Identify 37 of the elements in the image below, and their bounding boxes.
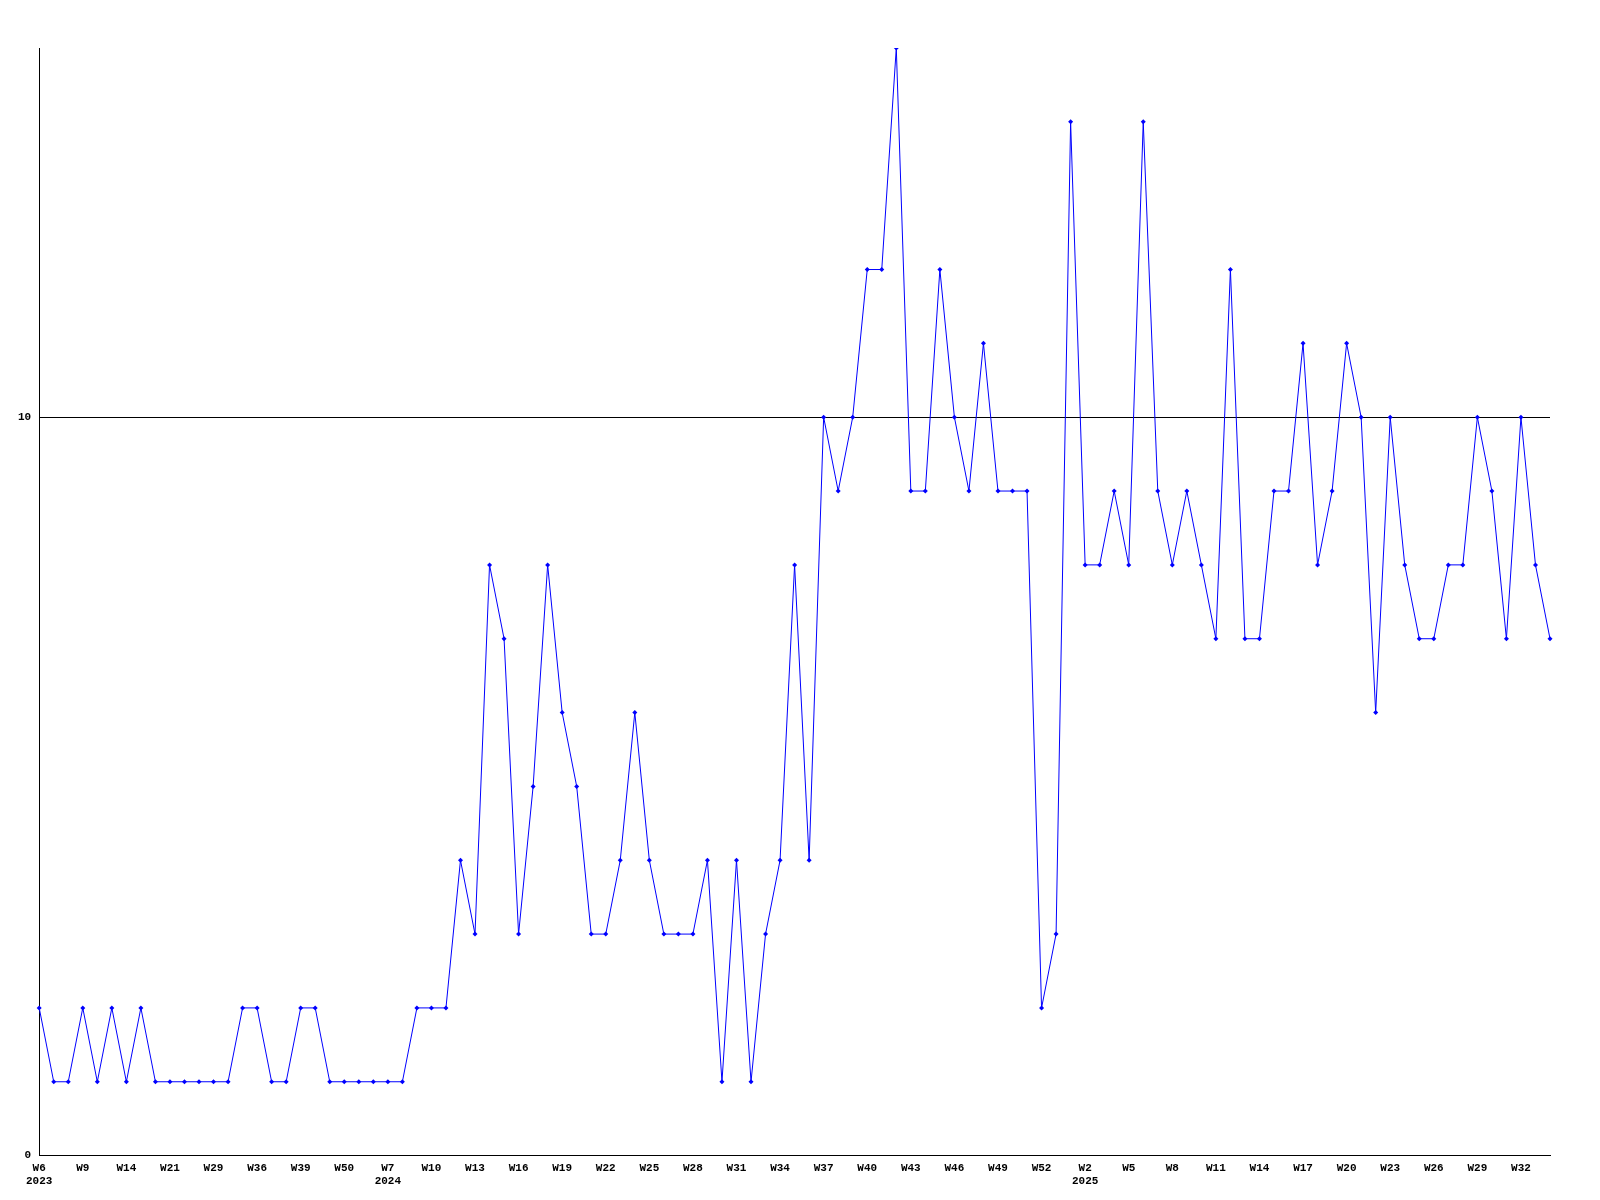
- x-tick-label: W22: [595, 1161, 616, 1174]
- x-tick-label: W29: [203, 1161, 224, 1174]
- x-tick-label: W26: [1423, 1161, 1444, 1174]
- x-tick-label: W9: [76, 1161, 90, 1174]
- x-tick-label: W28: [683, 1161, 704, 1174]
- x-tick-label: W17: [1293, 1161, 1313, 1174]
- x-tick-label: W37: [813, 1161, 834, 1174]
- x-tick-label: W32: [1511, 1161, 1531, 1174]
- x-tick-label: W40: [857, 1161, 878, 1174]
- x-tick-label: W7 2024: [374, 1161, 402, 1188]
- x-tick-label: W25: [639, 1161, 660, 1174]
- x-tick-label: W5: [1122, 1161, 1136, 1174]
- x-tick-label: W2 2025: [1071, 1161, 1099, 1188]
- x-tick-label: W50: [334, 1161, 355, 1174]
- x-tick-label: W23: [1380, 1161, 1401, 1174]
- x-tick-label: W8: [1165, 1161, 1180, 1174]
- y-tick-label: 10: [18, 410, 32, 423]
- y-tick-label: 0: [24, 1149, 32, 1162]
- x-tick-label: W34: [770, 1161, 791, 1174]
- x-tick-label: W10: [421, 1161, 442, 1174]
- x-tick-label: W14: [1249, 1161, 1270, 1174]
- x-tick-label: W6 2023: [26, 1161, 53, 1188]
- x-tick-label: W46: [944, 1161, 965, 1174]
- x-tick-label: W20: [1336, 1161, 1357, 1174]
- x-tick-label: W39: [290, 1161, 311, 1174]
- x-tick-label: W31: [726, 1161, 747, 1174]
- x-tick-label: W29: [1467, 1161, 1488, 1174]
- x-tick-label: W13: [465, 1161, 486, 1174]
- x-tick-label: W19: [552, 1161, 573, 1174]
- x-tick-label: W36: [247, 1161, 268, 1174]
- x-tick-label: W21: [160, 1161, 181, 1174]
- x-tick-label: W16: [508, 1161, 529, 1174]
- x-tick-label: W52: [1031, 1161, 1052, 1174]
- x-tick-label: W14: [116, 1161, 137, 1174]
- x-tick-label: W43: [900, 1161, 922, 1174]
- x-tick-label: W49: [988, 1161, 1008, 1174]
- x-tick-label: W11: [1205, 1161, 1227, 1174]
